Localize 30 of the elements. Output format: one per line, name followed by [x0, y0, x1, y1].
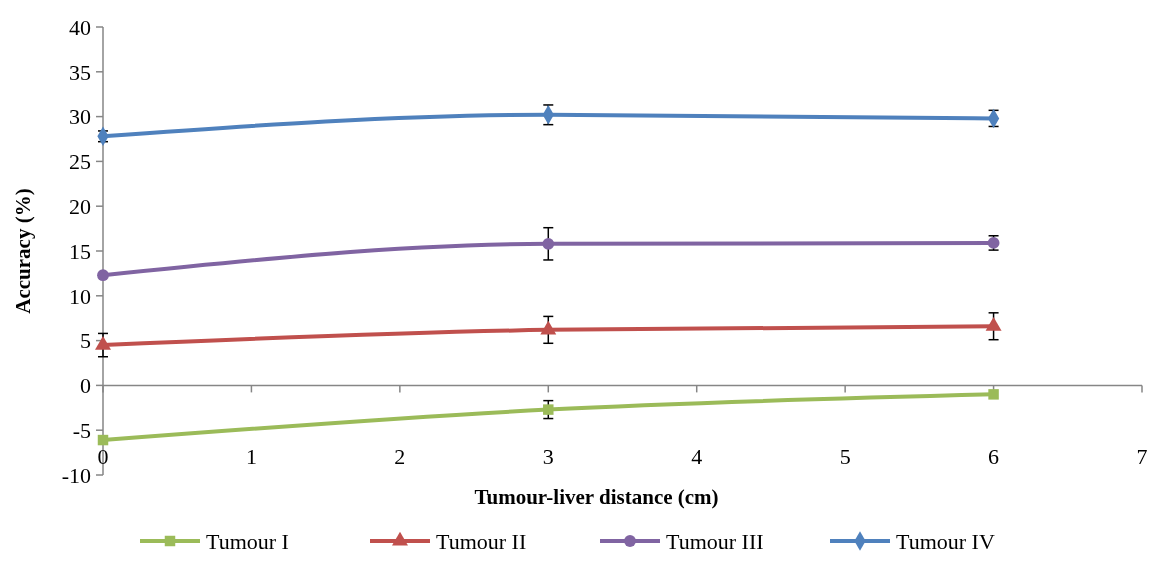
- point: [543, 404, 554, 415]
- y-tick-label: 20: [69, 193, 91, 219]
- y-tick-label: 15: [69, 238, 91, 264]
- legend-label: Tumour II: [436, 528, 527, 554]
- y-axis-title: Accuracy (%): [11, 188, 35, 314]
- legend-label: Tumour III: [666, 528, 764, 554]
- y-tick-label: 40: [69, 14, 91, 40]
- point: [97, 434, 109, 446]
- x-tick-label: 5: [839, 444, 851, 470]
- x-axis-title: Tumour-liver distance (cm): [474, 485, 719, 509]
- y-tick-label: 25: [69, 149, 91, 175]
- legend-label: Tumour I: [206, 528, 289, 554]
- x-tick-label: 4: [691, 444, 703, 470]
- point: [542, 237, 555, 250]
- y-tick-label: 5: [80, 328, 91, 354]
- x-tick-label: 0: [97, 444, 109, 470]
- x-tick-label: 6: [988, 444, 1000, 470]
- y-tick-label: 35: [69, 59, 91, 85]
- x-tick-label: 3: [542, 444, 554, 470]
- y-tick-label: -10: [61, 462, 91, 488]
- y-tick-label: 0: [80, 373, 91, 399]
- y-tick-label: -5: [72, 417, 91, 443]
- x-tick-label: 1: [245, 444, 257, 470]
- x-tick-label: 2: [394, 444, 406, 470]
- point: [97, 269, 109, 282]
- legend-label: Tumour IV: [896, 528, 995, 554]
- y-tick-label: 10: [69, 283, 91, 309]
- y-tick-label: 30: [69, 104, 91, 130]
- point: [988, 389, 999, 400]
- x-tick-label: 7: [1136, 444, 1148, 470]
